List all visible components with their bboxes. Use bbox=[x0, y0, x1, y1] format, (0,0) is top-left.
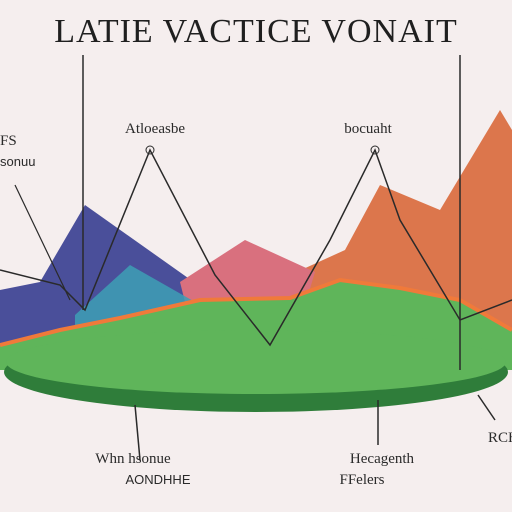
leader bbox=[477, 394, 496, 421]
label: Hecagenth bbox=[350, 451, 415, 467]
label: RCH bbox=[488, 430, 512, 446]
label: AONDHHE bbox=[125, 472, 190, 487]
orange-edge bbox=[0, 277, 512, 347]
title: LATIE VACTICE VONAIT bbox=[54, 13, 457, 50]
leader bbox=[14, 184, 71, 301]
marker bbox=[370, 145, 380, 155]
leader bbox=[134, 404, 141, 461]
label: bocuaht bbox=[344, 121, 392, 137]
line bbox=[0, 148, 512, 347]
label: Whn hsonue bbox=[95, 451, 171, 467]
label: FFelers bbox=[340, 472, 385, 488]
label: sonuu bbox=[0, 154, 35, 169]
label: Atloeasbe bbox=[125, 121, 185, 137]
base-top bbox=[6, 330, 506, 394]
marker bbox=[145, 145, 155, 155]
label: FS bbox=[0, 133, 17, 149]
